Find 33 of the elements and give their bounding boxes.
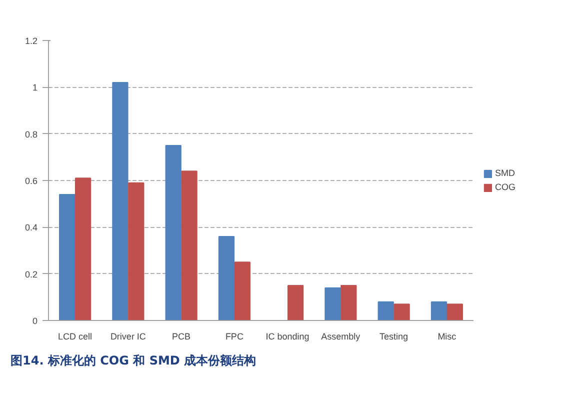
y-tick-label: 1.2 xyxy=(24,36,38,46)
bar xyxy=(378,301,394,320)
caption: 图14. 标准化的 COG 和 SMD 成本份额结构 xyxy=(10,354,256,368)
y-tick-label: 0 xyxy=(32,316,38,326)
bar xyxy=(218,236,235,320)
bar xyxy=(340,285,357,320)
x-tick-label: Testing xyxy=(380,332,408,342)
bar xyxy=(324,287,341,320)
x-tick-label: PCB xyxy=(172,332,191,342)
y-tick-label: 0.2 xyxy=(24,269,38,280)
bar xyxy=(181,170,198,320)
y-tick-label: 1 xyxy=(32,82,38,93)
bar xyxy=(287,285,304,320)
x-tick-label: IC bonding xyxy=(266,332,310,342)
y-tick-label: 0.6 xyxy=(24,176,38,186)
x-tick-label: Driver IC xyxy=(110,332,146,342)
bar xyxy=(112,82,128,320)
bar xyxy=(446,304,463,320)
x-tick-label: LCD cell xyxy=(58,332,92,342)
bar xyxy=(394,304,410,320)
bar xyxy=(59,194,76,320)
bar xyxy=(128,182,144,320)
legend-label: COG xyxy=(495,182,516,192)
bar xyxy=(430,301,448,320)
bar xyxy=(165,145,182,320)
y-tick-label: 0.8 xyxy=(24,129,38,140)
bar xyxy=(74,178,92,320)
x-tick-label: FPC xyxy=(225,332,244,342)
x-tick-label: Misc xyxy=(438,332,457,342)
x-tick-label: Assembly xyxy=(321,332,361,342)
y-tick-label: 0.4 xyxy=(24,222,38,233)
bar xyxy=(234,262,250,320)
legend-label: SMD xyxy=(495,168,515,178)
